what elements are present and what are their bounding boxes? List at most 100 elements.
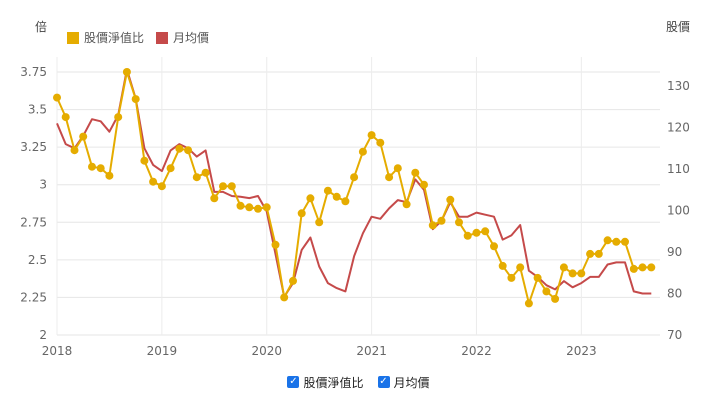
- pbr-point: [131, 95, 140, 104]
- legend-swatch: [156, 32, 168, 44]
- y-left-unit-label: 倍: [35, 19, 47, 34]
- pbr-point: [306, 194, 315, 203]
- pbr-point: [192, 173, 201, 182]
- x-tick-label: 2020: [251, 344, 282, 358]
- pbr-point: [254, 204, 262, 213]
- y-left-tick-label: 2.5: [28, 253, 47, 267]
- toggle-pbr-label: 股價淨值比: [303, 375, 364, 390]
- y-right-tick-label: 70: [667, 328, 682, 342]
- pbr-point: [629, 264, 638, 273]
- pbr-point: [533, 273, 542, 282]
- pbr-point: [114, 113, 123, 122]
- pbr-point: [140, 156, 149, 165]
- x-tick-label: 2022: [461, 344, 492, 358]
- pbr-point: [96, 164, 105, 173]
- checkbox-checked-icon[interactable]: ✓: [287, 376, 300, 388]
- pbr-point: [507, 273, 516, 282]
- pbr-point: [524, 299, 533, 308]
- y-right-tick-label: 80: [667, 287, 682, 301]
- bottom-legend: ✓ 股價淨值比 ✓ 月均價: [0, 371, 717, 393]
- pbr-point: [227, 182, 236, 191]
- y-right-tick-label: 100: [667, 204, 690, 218]
- pbr-point: [149, 177, 158, 186]
- pbr-point: [603, 236, 612, 245]
- pbr-point: [568, 269, 577, 278]
- pbr-point: [437, 216, 446, 225]
- y-right-tick-label: 130: [667, 79, 690, 93]
- pbr-point: [210, 194, 219, 203]
- pbr-point: [332, 192, 341, 201]
- pbr-point: [280, 293, 289, 302]
- y-left-tick-label: 2.25: [20, 290, 47, 304]
- toggle-pbr-series[interactable]: ✓ 股價淨值比: [287, 374, 364, 391]
- pbr-point: [472, 228, 481, 237]
- pbr-point: [542, 287, 551, 296]
- pbr-point: [350, 173, 359, 182]
- pbr-point: [122, 68, 131, 76]
- pbr-point: [157, 182, 166, 191]
- y-left-tick-label: 3: [39, 178, 47, 192]
- pbr-point: [105, 171, 114, 180]
- pbr-point: [175, 144, 184, 153]
- pbr-point: [315, 218, 324, 227]
- pbr-point: [289, 276, 297, 285]
- toggle-price-series[interactable]: ✓ 月均價: [377, 374, 430, 391]
- pbr-point: [61, 113, 70, 122]
- pbr-point: [358, 147, 367, 156]
- pbr-point: [385, 173, 394, 182]
- pbr-point: [446, 195, 455, 204]
- pbr-point: [481, 227, 490, 236]
- pbr-point: [367, 131, 376, 140]
- pbr-point: [297, 209, 306, 218]
- toggle-price-label: 月均價: [393, 375, 430, 390]
- pbr-point: [262, 203, 271, 212]
- pbr-point: [594, 249, 603, 258]
- y-right-tick-label: 120: [667, 121, 690, 135]
- pbr-point: [586, 249, 595, 258]
- pbr-point: [376, 138, 385, 147]
- pbr-point: [612, 237, 621, 246]
- x-tick-label: 2019: [147, 344, 178, 358]
- pbr-point: [402, 200, 411, 209]
- pbr-point: [219, 182, 227, 191]
- pbr-point: [70, 146, 79, 155]
- pbr-point: [245, 203, 254, 212]
- legend-label: 月均價: [173, 31, 209, 45]
- y-right-tick-label: 90: [667, 245, 682, 259]
- pbr-point: [393, 164, 402, 173]
- x-tick-label: 2023: [566, 344, 597, 358]
- pbr-point: [498, 261, 507, 270]
- pbr-point: [323, 186, 332, 195]
- pbr-point: [428, 221, 437, 230]
- pbr-point: [621, 237, 629, 246]
- pbr-point: [638, 263, 647, 272]
- y-right-tick-label: 110: [667, 162, 690, 176]
- x-tick-label: 2018: [42, 344, 73, 358]
- y-left-tick-label: 3.75: [20, 65, 47, 79]
- pbr-point: [184, 146, 193, 155]
- pbr-point: [559, 263, 568, 272]
- pbr-point: [411, 168, 420, 177]
- pbr-point: [577, 269, 586, 278]
- pbr-point: [455, 218, 463, 227]
- checkbox-checked-icon[interactable]: ✓: [377, 376, 390, 388]
- y-left-tick-label: 3.25: [20, 140, 47, 154]
- pbr-point: [271, 240, 280, 249]
- pbr-point: [490, 242, 498, 251]
- pbr-point: [647, 263, 656, 272]
- pbr-point: [516, 263, 525, 272]
- pbr-point: [53, 93, 61, 102]
- pbr-point: [551, 294, 560, 303]
- pbr-point: [463, 231, 472, 240]
- y-left-tick-label: 2.75: [20, 215, 47, 229]
- legend-label: 股價淨值比: [84, 30, 144, 45]
- price-line: [56, 68, 652, 298]
- pbr-point: [420, 180, 428, 189]
- pbr-point: [88, 162, 96, 171]
- pbr-point: [166, 164, 175, 173]
- x-tick-label: 2021: [356, 344, 387, 358]
- y-left-tick-label: 3.5: [28, 103, 47, 117]
- y-right-unit-label: 股價: [666, 20, 690, 34]
